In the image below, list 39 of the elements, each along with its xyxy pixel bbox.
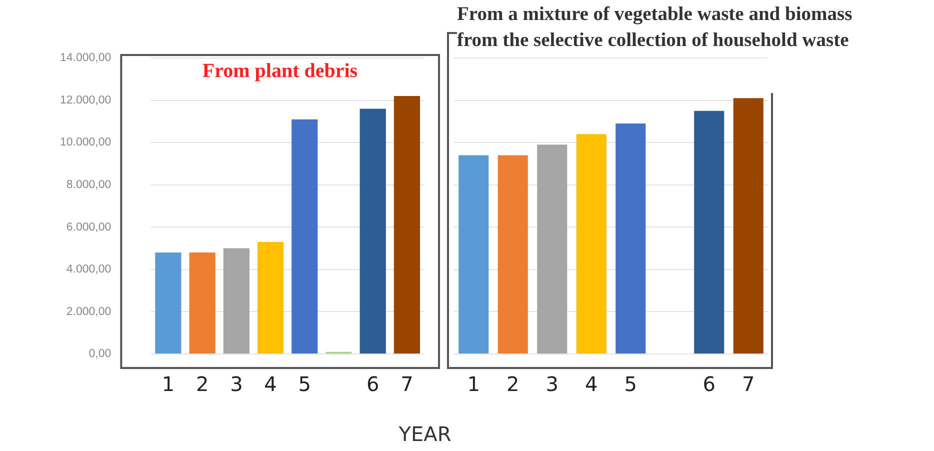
x-tick-label: 7 [742, 372, 755, 396]
x-tick-label: 3 [546, 372, 558, 396]
x-tick-label: 2 [196, 372, 209, 396]
y-tick-label: 2.000,00 [66, 306, 112, 318]
x-tick-label: 7 [400, 372, 414, 396]
chart-title: From plant debris [201, 60, 359, 83]
bar [394, 96, 420, 354]
y-tick-label: 14.000,00 [60, 52, 112, 64]
x-tick-label: 6 [702, 372, 716, 396]
bar [360, 108, 386, 354]
x-tick-label: 2 [506, 372, 520, 396]
x-tick-label: 4 [264, 372, 277, 396]
bar [576, 134, 606, 354]
x-tick-label: 4 [585, 372, 598, 396]
y-tick-label: 8.000,00 [66, 179, 112, 192]
y-tick-label: 6.000,00 [66, 221, 112, 234]
y-tick-label: 0,00 [88, 348, 112, 360]
x-tick-label: 5 [298, 372, 311, 396]
bar [537, 144, 568, 354]
x-tick-label: 3 [230, 372, 243, 396]
bar [292, 119, 318, 354]
bar [616, 124, 646, 354]
bar [189, 252, 216, 354]
bar [223, 248, 250, 354]
x-axis-title: YEAR [398, 422, 452, 446]
x-tick-label: 1 [467, 372, 480, 396]
bar [498, 155, 528, 354]
y-tick-label: 12.000,00 [60, 94, 112, 106]
x-tick-label: 1 [162, 372, 175, 396]
y-tick-label: 10.000,00 [60, 136, 112, 149]
bar [155, 252, 182, 354]
chart-title: From a mixture of vegetable waste and biomass from the selective collection of household waste [457, 2, 887, 54]
bar [458, 155, 489, 354]
bar [694, 110, 724, 354]
x-tick-label: 6 [366, 372, 380, 396]
y-tick-label: 4.000,00 [66, 264, 112, 276]
bar [257, 242, 284, 354]
bar [733, 98, 764, 354]
x-tick-label: 5 [624, 372, 637, 396]
